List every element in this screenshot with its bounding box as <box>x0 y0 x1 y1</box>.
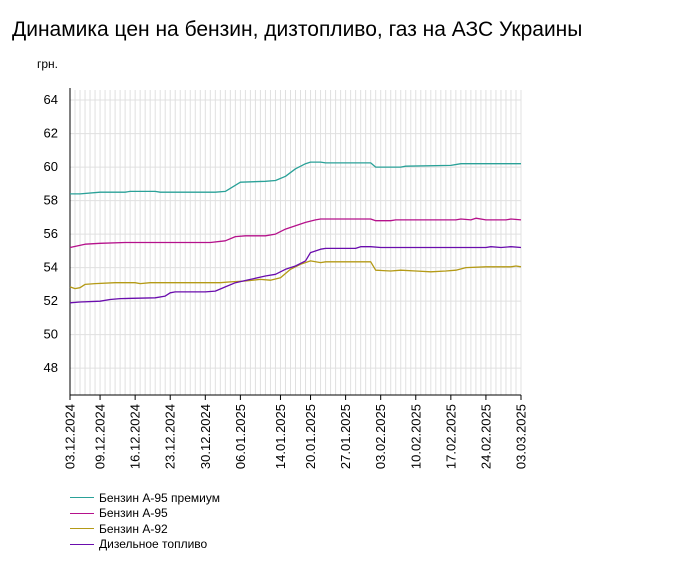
legend-swatch <box>70 543 94 545</box>
y-tick-label: 60 <box>44 159 58 174</box>
x-tick-label: 09.12.2024 <box>93 404 108 469</box>
legend-item: Бензин А-95 премиум <box>70 490 220 506</box>
x-tick-label: 14.01.2025 <box>273 404 288 469</box>
x-tick-label: 27.01.2025 <box>338 404 353 469</box>
y-tick-label: 64 <box>44 92 58 107</box>
x-tick-label: 03.03.2025 <box>514 404 529 469</box>
x-tick-label: 20.01.2025 <box>303 404 318 469</box>
x-tick-label: 03.12.2024 <box>63 404 78 469</box>
legend-label: Бензин А-95 <box>99 506 168 521</box>
series-line-3 <box>69 260 522 290</box>
x-tick-label: 06.01.2025 <box>233 404 248 469</box>
x-tick-label: 16.12.2024 <box>128 404 143 469</box>
x-tick-label: 10.02.2025 <box>408 404 423 469</box>
legend-label: Дизельное топливо <box>99 537 208 552</box>
x-tick-label: 24.02.2025 <box>478 404 493 469</box>
x-tick-label: 23.12.2024 <box>163 404 178 469</box>
legend-swatch <box>70 497 94 499</box>
legend-label: Бензин А-95 премиум <box>99 490 220 505</box>
y-tick-label: 52 <box>44 293 58 308</box>
series-line-1 <box>70 161 521 195</box>
y-tick-label: 56 <box>44 226 58 241</box>
x-tick-label: 30.12.2024 <box>198 404 213 469</box>
x-tick-label: 17.02.2025 <box>443 404 458 469</box>
legend-label: Бензин А-92 <box>99 521 168 536</box>
chart-title: Динамика цен на бензин, дизтопливо, газ … <box>12 18 583 41</box>
legend-item: Бензин А-92 <box>70 521 220 537</box>
legend-item: Бензин А-95 <box>70 506 220 522</box>
y-tick-label: 58 <box>44 193 58 208</box>
x-tick-label: 03.02.2025 <box>373 404 388 469</box>
chart-legend: Бензин А-95 премиум Бензин А-95 Бензин А-9… <box>70 490 220 552</box>
y-tick-label: 54 <box>44 260 58 275</box>
legend-swatch <box>70 512 94 514</box>
series-line-2 <box>69 217 522 249</box>
series-line-4 <box>69 246 522 304</box>
y-tick-label: 50 <box>44 327 58 342</box>
legend-item: Дизельное топливо <box>70 537 220 553</box>
y-tick-label: 48 <box>44 360 58 375</box>
y-axis-label: грн. <box>37 57 58 71</box>
legend-swatch <box>70 528 94 530</box>
y-tick-label: 62 <box>44 126 58 141</box>
